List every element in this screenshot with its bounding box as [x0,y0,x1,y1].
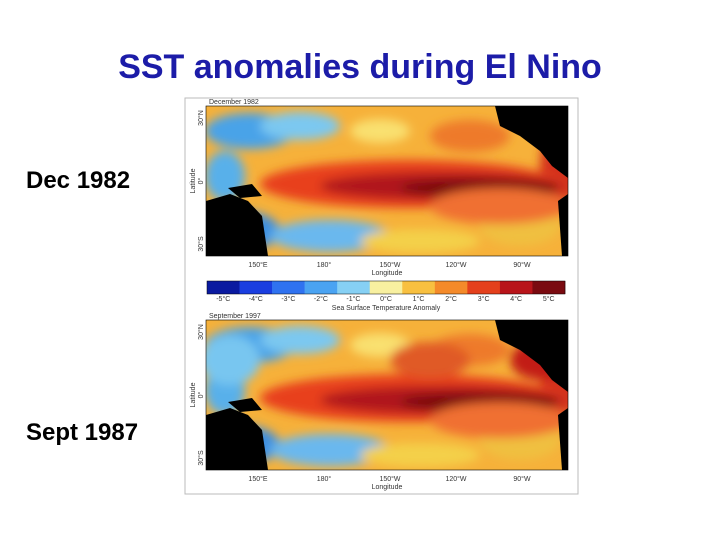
x-tick-label: 180° [317,475,332,483]
colorbar-swatch [402,281,436,294]
slide-title: SST anomalies during El Nino [118,48,602,86]
land [206,194,268,256]
colorbar-tick-label: -5°C [216,295,230,303]
x-tick-label: 150°E [248,261,267,269]
colorbar-swatch [304,281,338,294]
y-axis-label: Latitude [190,168,197,193]
sst-blob [206,335,260,385]
colorbar-tick-label: -2°C [314,295,328,303]
sst-blob [390,342,470,378]
sst-blob [350,119,410,143]
x-tick-label: 90°W [513,475,531,483]
x-tick-label: 120°W [445,475,466,483]
colorbar-swatch [467,281,501,294]
map-field [206,326,568,467]
sst-map [206,320,568,470]
colorbar-tick-label: 1°C [413,295,425,303]
y-tick-label: 30°S [197,450,205,466]
map-title: December 1982 [209,99,259,106]
x-tick-label: 180° [317,261,332,269]
sst-blob [430,188,568,224]
colorbar-swatch [337,281,371,294]
x-axis-label: Longitude [372,270,403,277]
sst-blob [270,220,390,252]
x-tick-label: 90°W [513,261,531,269]
sst-blob [350,333,410,357]
sst-map [206,106,568,256]
sst-blob [260,112,340,140]
figure: December 1982 Latitude 30°N 0° 30°S 150°E 180°… [26,99,569,491]
x-axis-label: Longitude [372,484,403,491]
colorbar-swatch [369,281,403,294]
panel-label: Sept 1987 [26,419,138,446]
colorbar-swatch [499,281,533,294]
panel-label: Dec 1982 [26,167,130,194]
land [495,320,568,392]
colorbar-swatch [272,281,305,294]
colorbar-tick-label: -4°C [249,295,263,303]
x-tick-label: 120°W [445,261,466,269]
land [228,184,262,198]
sst-blob [430,120,510,152]
y-tick-label: 0° [197,177,205,184]
colorbar-swatch [434,281,468,294]
y-tick-label: 30°N [197,324,205,340]
land [495,106,568,178]
colorbar-swatch [207,281,240,294]
colorbar-tick-label: 2°C [445,295,457,303]
colorbar-swatch [239,281,273,294]
sst-blob [260,326,340,354]
map-border [205,105,569,257]
sst-blob [360,443,480,467]
y-tick-label: 30°S [197,236,205,252]
y-tick-label: 30°N [197,110,205,126]
x-tick-label: 150°W [379,261,400,269]
figure-frame [184,97,579,495]
map-title: September 1997 [209,313,261,320]
sst-blob [360,229,480,253]
colorbar-tick-label: -1°C [346,295,360,303]
land [228,398,262,412]
y-axis-label: Latitude [190,382,197,407]
colorbar-label: Sea Surface Temperature Anomaly [332,305,441,312]
colorbar-border [206,280,566,295]
sst-blob [270,434,390,466]
colorbar-tick-label: 4°C [510,295,522,303]
land [558,408,568,470]
colorbar-tick-label: 3°C [478,295,490,303]
colorbar-tick-label: 5°C [543,295,555,303]
y-tick-label: 0° [197,391,205,398]
colorbar-tick-label: 0°C [380,295,392,303]
x-tick-label: 150°W [379,475,400,483]
sst-blob [430,402,568,438]
land [206,408,268,470]
colorbar-swatch [532,281,566,294]
colorbar-tick-label: -3°C [281,295,295,303]
map-border [205,319,569,471]
x-tick-label: 150°E [248,475,267,483]
land [558,194,568,256]
